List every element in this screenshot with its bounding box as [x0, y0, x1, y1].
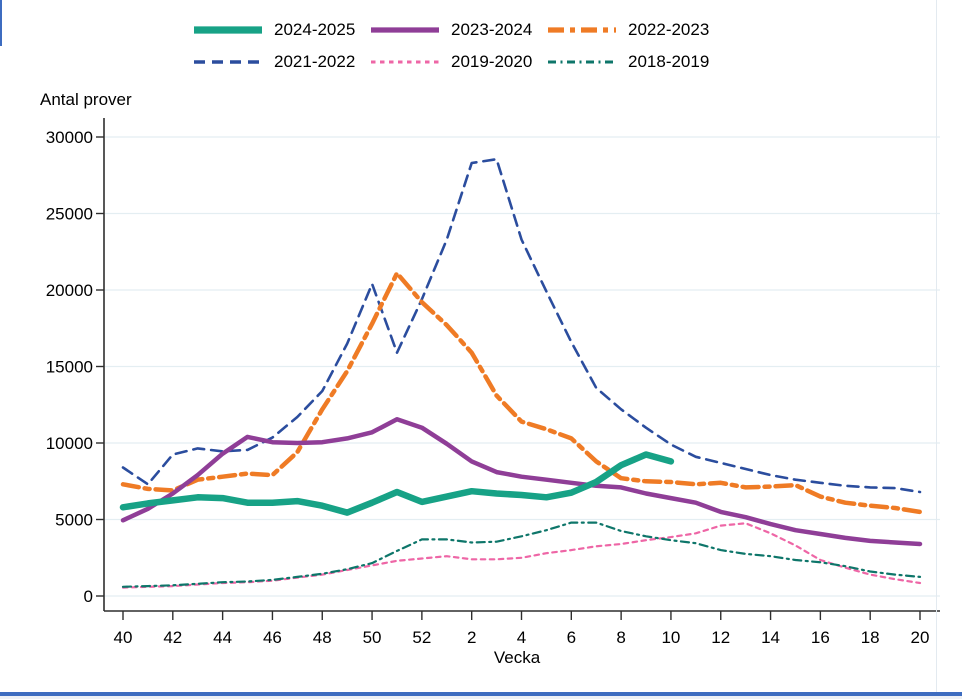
y-tick-label: 0	[84, 587, 93, 606]
legend-label: 2018-2019	[628, 52, 710, 71]
x-tick-label: 52	[412, 628, 431, 647]
x-tick-label: 40	[114, 628, 133, 647]
x-tick-label: 14	[761, 628, 780, 647]
x-tick-label: 46	[263, 628, 282, 647]
y-tick-label: 5000	[55, 511, 93, 530]
y-tick-label: 10000	[46, 434, 93, 453]
window-edge-pad-bottom	[0, 695, 962, 699]
legend-label: 2021-2022	[274, 52, 356, 71]
legend-line-sample-icon	[194, 26, 262, 34]
x-tick-label: 10	[661, 628, 680, 647]
legend-line-sample-icon	[548, 27, 616, 33]
legend-item-2023-2024: 2023-2024	[370, 21, 532, 39]
series-line-2022-2023	[120, 270, 923, 515]
x-tick-label: 50	[363, 628, 382, 647]
x-tick-label: 44	[213, 628, 232, 647]
x-tick-label: 4	[517, 628, 526, 647]
x-tick-label: 6	[567, 628, 576, 647]
legend-item-2019-2020: 2019-2020	[370, 53, 532, 71]
series-line-2019-2020	[121, 522, 922, 589]
legend-label: 2022-2023	[628, 20, 710, 39]
legend-item-2021-2022: 2021-2022	[193, 53, 355, 71]
window-edge-accent-bottom	[0, 692, 962, 696]
legend-line-sample-icon	[371, 27, 439, 33]
series-line-2024-2025	[119, 451, 675, 516]
y-tick-label: 25000	[46, 205, 93, 224]
y-tick-label: 20000	[46, 281, 93, 300]
y-axis-title: Antal prover	[40, 90, 132, 109]
y-tick-label: 30000	[46, 128, 93, 147]
x-tick-label: 42	[163, 628, 182, 647]
series-line-2018-2019	[121, 521, 922, 588]
legend-line-sample-icon	[371, 60, 439, 64]
legend-label: 2019-2020	[451, 52, 533, 71]
legend-line-sample-icon	[194, 60, 262, 64]
legend-item-2024-2025: 2024-2025	[193, 21, 355, 39]
x-tick-label: 12	[711, 628, 730, 647]
legend-item-2018-2019: 2018-2019	[547, 53, 709, 71]
window-edge-accent-left	[0, 0, 2, 46]
legend-label: 2024-2025	[274, 20, 356, 39]
series-line-2021-2022	[121, 157, 922, 494]
x-tick-label: 18	[861, 628, 880, 647]
y-tick-label: 15000	[46, 358, 93, 377]
x-tick-label: 2	[467, 628, 476, 647]
x-tick-label: 20	[911, 628, 930, 647]
x-axis-title: Vecka	[493, 648, 541, 667]
legend-label: 2023-2024	[451, 20, 533, 39]
x-tick-label: 16	[811, 628, 830, 647]
window-edge-line-right	[936, 0, 938, 692]
legend-line-sample-icon	[548, 60, 616, 64]
x-tick-label: 8	[616, 628, 625, 647]
x-tick-label: 48	[313, 628, 332, 647]
series-line-2023-2024	[120, 417, 923, 547]
legend-item-2022-2023: 2022-2023	[547, 21, 709, 39]
